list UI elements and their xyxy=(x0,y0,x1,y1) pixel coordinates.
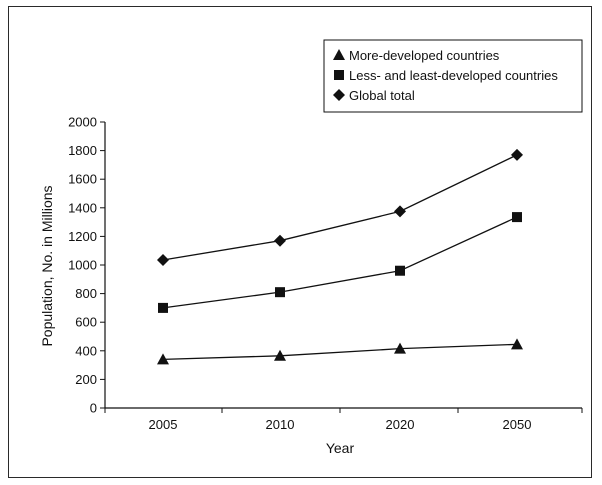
y-tick-label: 600 xyxy=(75,315,97,330)
legend: More-developed countries Less- and least-… xyxy=(323,39,583,113)
data-point xyxy=(512,212,522,223)
y-tick-label: 1000 xyxy=(68,258,97,273)
y-axis-title: Population, No. in Millions xyxy=(39,185,55,346)
data-point xyxy=(394,342,406,354)
legend-box xyxy=(323,39,583,113)
x-tick-label: 2020 xyxy=(386,417,415,432)
x-axis-title: Year xyxy=(326,440,355,456)
legend-marker xyxy=(333,49,345,60)
legend-label: More-developed countries xyxy=(349,48,500,63)
series-line xyxy=(162,216,518,309)
data-point xyxy=(157,353,169,365)
y-tick-label: 1200 xyxy=(68,229,97,244)
legend-marker xyxy=(333,89,345,101)
data-point xyxy=(274,234,286,247)
x-tick-label: 2010 xyxy=(266,417,295,432)
y-tick-label: 1800 xyxy=(68,143,97,158)
data-point xyxy=(511,148,523,161)
x-tick-label: 2005 xyxy=(149,417,178,432)
y-tick-label: 200 xyxy=(75,372,97,387)
series-line xyxy=(162,154,518,261)
data-point xyxy=(274,349,286,361)
y-tick-label: 2000 xyxy=(68,115,97,130)
y-tick-label: 1600 xyxy=(68,172,97,187)
data-point xyxy=(511,338,523,350)
y-tick-label: 1400 xyxy=(68,200,97,215)
y-tick-label: 0 xyxy=(90,401,97,416)
x-tick-label: 2050 xyxy=(503,417,532,432)
data-point xyxy=(157,253,169,266)
axes: 0 200 400 600 800 1000 1200 1400 1600 1800 2000 200… xyxy=(68,115,583,432)
data-point xyxy=(275,287,285,298)
legend-marker xyxy=(334,70,344,80)
legend-label: Less- and least-developed countries xyxy=(349,68,558,83)
y-tick-label: 400 xyxy=(75,343,97,358)
series-layer xyxy=(157,148,523,365)
legend-label: Global total xyxy=(349,88,415,103)
data-point xyxy=(395,265,405,276)
series-line xyxy=(162,343,518,361)
data-point xyxy=(394,205,406,218)
data-point xyxy=(158,302,168,313)
y-tick-label: 800 xyxy=(75,286,97,301)
